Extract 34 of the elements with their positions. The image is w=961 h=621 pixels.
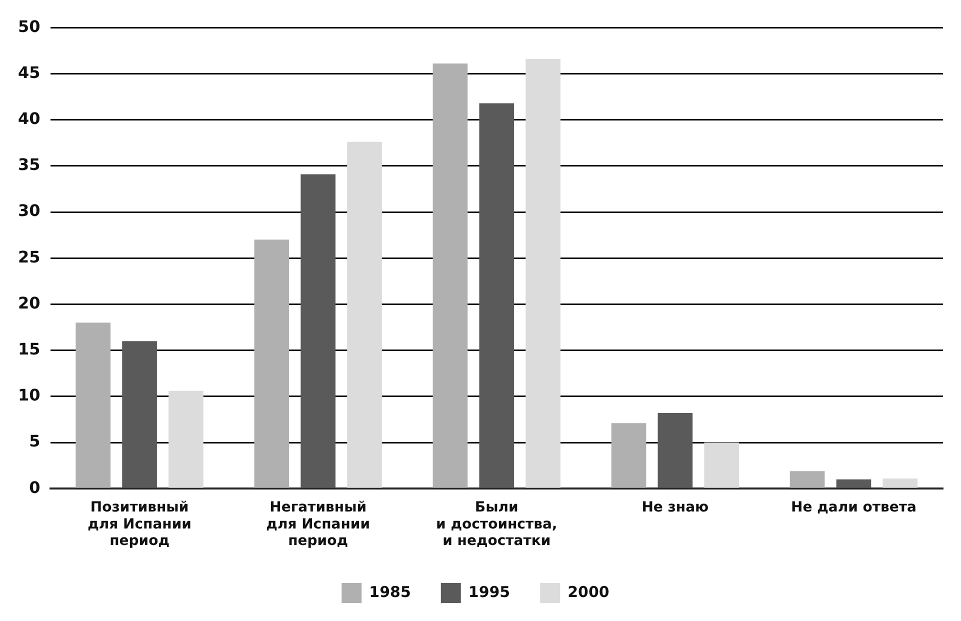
bar	[122, 341, 157, 488]
x-tick-label: Не дали ответа	[791, 500, 916, 516]
y-tick-label: 50	[18, 16, 40, 36]
y-tick-label: 45	[18, 62, 40, 82]
y-tick-label: 25	[18, 247, 40, 266]
y-tick-label: 35	[18, 155, 40, 174]
x-tick-label: Были и достоинства, и недостатки	[436, 500, 558, 550]
y-tick-label: 5	[29, 432, 40, 451]
legend-label: 1995	[468, 582, 510, 601]
x-tick-label: Позитивный для Испании период	[88, 500, 192, 550]
x-tick-label: Негативный для Испании период	[266, 500, 370, 550]
y-tick-label: 40	[18, 108, 40, 128]
bar	[836, 479, 872, 488]
bar	[479, 103, 514, 488]
bar	[300, 174, 336, 488]
y-tick-label: 10	[18, 386, 40, 405]
legend-label: 1985	[369, 582, 411, 601]
bar	[611, 423, 646, 488]
bar	[658, 412, 693, 488]
y-tick-label: 30	[18, 201, 40, 220]
bar	[347, 142, 382, 488]
y-tick-label: 15	[18, 339, 40, 358]
x-tick-label: Не знаю	[642, 500, 709, 516]
bar	[432, 64, 468, 488]
bar	[254, 240, 290, 488]
bar	[882, 478, 918, 488]
legend-label: 2000	[568, 582, 610, 601]
bar	[526, 58, 560, 488]
y-tick-label: 0	[29, 478, 40, 497]
bar	[76, 322, 111, 488]
bar	[790, 471, 825, 488]
bar	[704, 442, 740, 488]
bar	[168, 390, 204, 488]
y-tick-label: 20	[18, 293, 40, 312]
